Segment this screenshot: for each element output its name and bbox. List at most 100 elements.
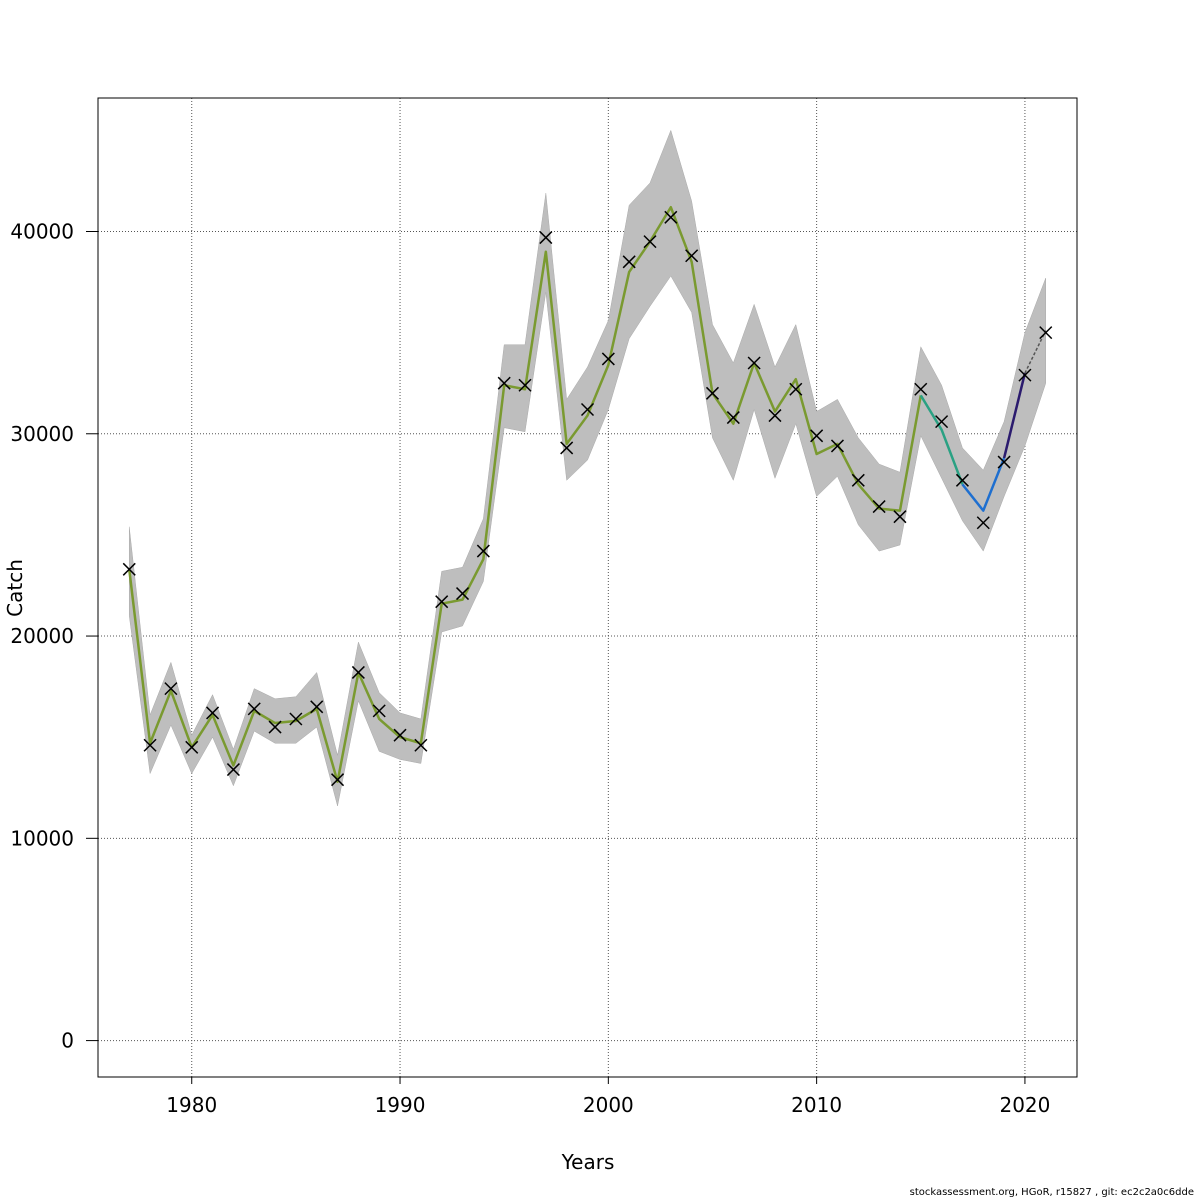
observed-point-stroke xyxy=(164,682,178,696)
observed-point-stroke xyxy=(497,376,511,390)
observed-point xyxy=(601,352,615,366)
observed-point xyxy=(206,706,220,720)
observed-point-stroke xyxy=(414,738,428,752)
x-tick-label: 2000 xyxy=(583,1093,634,1117)
observed-point xyxy=(289,712,303,726)
y-tick-label: 30000 xyxy=(10,422,74,446)
y-axis: 0 10000 20000 30000 40000 xyxy=(10,220,98,1053)
observed-point xyxy=(497,376,511,390)
observed-point-stroke xyxy=(185,740,199,754)
observed-point-stroke xyxy=(622,255,636,269)
series-lines xyxy=(128,205,1047,783)
observed-point-stroke xyxy=(935,415,949,429)
observed-point xyxy=(1018,368,1032,382)
observed-point-stroke xyxy=(560,441,574,455)
y-tick-label: 40000 xyxy=(10,220,74,244)
x-axis: 1980 1990 2000 2010 2020 xyxy=(166,1077,1050,1117)
observed-point-stroke xyxy=(331,773,345,787)
observed-point xyxy=(622,255,636,269)
observed-point xyxy=(247,702,261,716)
observed-point xyxy=(872,500,886,514)
observed-point-stroke xyxy=(393,728,407,742)
observed-point-stroke xyxy=(601,352,615,366)
observed-point xyxy=(476,544,490,558)
x-axis-label: Years xyxy=(561,1150,615,1174)
series-line xyxy=(1002,372,1027,459)
observed-point xyxy=(560,441,574,455)
series-line xyxy=(961,457,1006,512)
observed-point xyxy=(1039,326,1053,340)
observed-point xyxy=(747,356,761,370)
observed-point xyxy=(122,562,136,576)
observed-point xyxy=(685,249,699,263)
observed-point-stroke xyxy=(289,712,303,726)
observed-point-stroke xyxy=(122,562,136,576)
observed-points xyxy=(122,210,1053,787)
observed-point-stroke xyxy=(372,704,386,718)
x-tick-label: 2020 xyxy=(999,1093,1050,1117)
observed-point-stroke xyxy=(976,516,990,530)
observed-point-stroke xyxy=(747,356,761,370)
observed-point-stroke xyxy=(685,249,699,263)
series-line xyxy=(128,205,923,783)
observed-point-stroke xyxy=(476,544,490,558)
observed-point xyxy=(893,510,907,524)
series-line xyxy=(1024,330,1047,374)
observed-point xyxy=(143,738,157,752)
footer-credit: stockassessment.org, HGoR, r15827 , git:… xyxy=(909,1187,1194,1198)
x-tick-label: 1990 xyxy=(375,1093,426,1117)
observed-point-stroke xyxy=(310,700,324,714)
observed-point-stroke xyxy=(664,210,678,224)
observed-point xyxy=(351,665,365,679)
observed-point xyxy=(164,682,178,696)
observed-point-stroke xyxy=(914,382,928,396)
observed-point-stroke xyxy=(810,429,824,443)
observed-point-stroke xyxy=(580,402,595,417)
observed-point xyxy=(810,429,824,443)
x-tick-label: 2010 xyxy=(791,1093,842,1117)
observed-point xyxy=(705,386,720,400)
observed-point-stroke xyxy=(768,409,782,423)
observed-point xyxy=(789,382,803,396)
observed-point xyxy=(539,231,553,245)
observed-point xyxy=(393,728,407,742)
observed-point xyxy=(643,235,657,249)
grid-lines xyxy=(98,98,1077,1077)
y-axis-label: Catch xyxy=(3,559,27,617)
observed-point-stroke xyxy=(1039,326,1053,340)
observed-point xyxy=(914,382,928,396)
plot-frame xyxy=(97,97,1078,1078)
observed-point xyxy=(768,409,782,423)
observed-point xyxy=(435,595,449,609)
observed-point xyxy=(955,473,969,487)
observed-point xyxy=(851,473,865,487)
observed-point-stroke xyxy=(705,386,720,400)
y-tick-label: 0 xyxy=(61,1029,74,1053)
observed-point-stroke xyxy=(206,706,220,720)
observed-point xyxy=(331,773,345,787)
observed-point xyxy=(976,516,990,530)
observed-point xyxy=(726,411,740,425)
observed-point xyxy=(518,378,532,392)
observed-point-stroke xyxy=(518,378,532,392)
observed-point-stroke xyxy=(726,411,740,425)
y-tick-label: 20000 xyxy=(10,624,74,648)
observed-point xyxy=(310,700,324,714)
observed-point xyxy=(372,704,386,718)
observed-point xyxy=(664,210,678,224)
observed-point-stroke xyxy=(435,595,449,609)
y-tick-label: 10000 xyxy=(10,826,74,850)
observed-point-stroke xyxy=(247,702,261,716)
observed-point-stroke xyxy=(226,763,240,777)
observed-point xyxy=(268,720,282,734)
observed-point-stroke xyxy=(351,665,365,679)
observed-point-stroke xyxy=(268,720,282,734)
observed-point xyxy=(830,439,844,453)
observed-point xyxy=(935,415,949,429)
observed-point xyxy=(455,587,470,601)
observed-point-stroke xyxy=(872,500,886,514)
observed-point-stroke xyxy=(893,510,907,524)
observed-point-stroke xyxy=(455,587,470,601)
observed-point-stroke xyxy=(789,382,803,396)
